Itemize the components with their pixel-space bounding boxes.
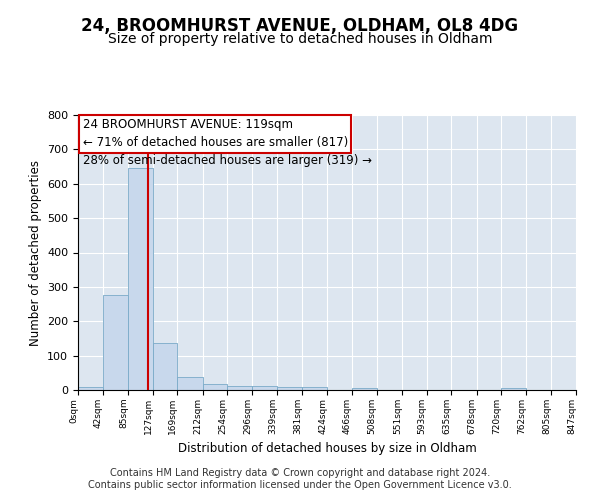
Text: 24, BROOMHURST AVENUE, OLDHAM, OL8 4DG: 24, BROOMHURST AVENUE, OLDHAM, OL8 4DG	[82, 18, 518, 36]
X-axis label: Distribution of detached houses by size in Oldham: Distribution of detached houses by size …	[178, 442, 476, 456]
Bar	[502, 388, 526, 390]
Bar	[128, 168, 152, 390]
Bar	[103, 296, 128, 390]
Text: Contains HM Land Registry data © Crown copyright and database right 2024.
Contai: Contains HM Land Registry data © Crown c…	[88, 468, 512, 490]
Bar	[252, 386, 277, 390]
Y-axis label: Number of detached properties: Number of detached properties	[29, 160, 41, 346]
Bar	[352, 388, 377, 390]
Bar	[203, 384, 227, 390]
Bar	[227, 386, 252, 390]
Bar	[277, 386, 302, 390]
Bar	[178, 378, 203, 390]
Text: 24 BROOMHURST AVENUE: 119sqm
← 71% of detached houses are smaller (817)
28% of s: 24 BROOMHURST AVENUE: 119sqm ← 71% of de…	[83, 118, 372, 167]
Bar	[152, 342, 178, 390]
Bar	[302, 387, 327, 390]
FancyBboxPatch shape	[79, 115, 352, 153]
Bar	[78, 387, 103, 390]
Text: Size of property relative to detached houses in Oldham: Size of property relative to detached ho…	[108, 32, 492, 46]
